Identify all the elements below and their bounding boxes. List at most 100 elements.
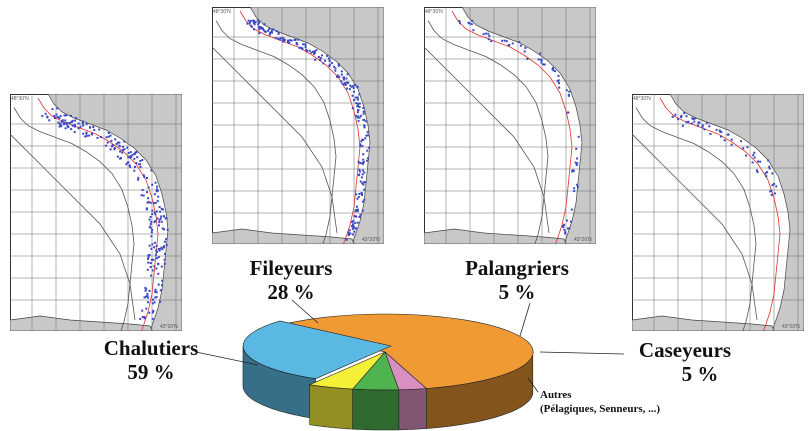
fishing-point (340, 70, 343, 73)
fishing-point (129, 151, 132, 154)
fishing-point (163, 240, 166, 243)
fishing-point (153, 193, 156, 196)
fishing-point (61, 119, 64, 122)
fishing-point (161, 227, 164, 230)
fishing-point (562, 225, 564, 228)
fishing-point (565, 89, 568, 92)
fishing-point (348, 233, 351, 236)
fishing-point (287, 41, 290, 43)
fishing-point (769, 190, 772, 193)
fishing-point (354, 114, 357, 117)
fishing-point (146, 201, 149, 204)
fishing-point (268, 28, 271, 30)
slice-name-autres: Autres (540, 389, 572, 401)
fishing-point (138, 163, 141, 166)
fishing-point (488, 34, 491, 37)
fishing-point (755, 169, 758, 172)
fishing-point (165, 243, 168, 246)
fishing-point (362, 153, 365, 156)
fishing-point (77, 122, 80, 125)
fishing-point (150, 258, 153, 261)
fishing-point (91, 132, 94, 135)
fishing-point (92, 126, 95, 129)
fishing-point (156, 185, 159, 188)
fishing-point (503, 39, 506, 42)
fishing-point (253, 28, 255, 31)
fishing-point (246, 22, 249, 25)
fishing-point (703, 128, 706, 131)
fishing-point (363, 124, 366, 127)
fishing-point (354, 96, 357, 99)
fishing-point (576, 183, 579, 186)
fishing-point (145, 208, 148, 211)
fishing-point (256, 19, 259, 22)
fishing-point (321, 54, 323, 57)
fishing-point (362, 138, 365, 141)
fishing-point (82, 124, 85, 127)
fishing-point (261, 27, 263, 30)
fishing-point (361, 145, 364, 148)
fishing-point (351, 220, 354, 223)
fishing-point (152, 309, 155, 312)
leader-autres (527, 377, 539, 393)
fishing-point (166, 228, 169, 231)
fishing-point (70, 121, 73, 124)
fishing-point (715, 128, 718, 131)
fishing-point (490, 40, 493, 43)
fishing-point (162, 215, 165, 218)
fishing-point (346, 81, 349, 84)
fishing-point (264, 30, 267, 33)
fishing-point (141, 309, 144, 312)
fishing-point (154, 181, 157, 184)
fishing-point (773, 182, 776, 185)
fishing-point (314, 51, 316, 54)
fishing-point (156, 189, 158, 191)
fishing-point (282, 40, 285, 43)
fishing-point (353, 99, 356, 101)
fishing-point (147, 256, 150, 259)
fishing-point (308, 49, 311, 52)
leader-palangriers (519, 302, 531, 337)
label-fileyeurs: Fileyeurs 28 % (236, 256, 346, 304)
fishing-point (75, 117, 78, 120)
fishing-point (315, 49, 318, 52)
fishing-point (81, 120, 84, 123)
fishing-point (158, 218, 161, 221)
fishing-point (554, 70, 556, 73)
fishing-point (337, 63, 340, 66)
slice-name-palangriers: Palangriers (465, 256, 569, 280)
land-south (424, 228, 567, 244)
fishing-point (567, 94, 570, 97)
fishing-point (563, 223, 565, 226)
fishing-point (151, 311, 154, 314)
fishing-point (149, 266, 152, 268)
fishing-point (105, 144, 108, 147)
fishing-point (156, 217, 159, 220)
fishing-point (157, 283, 160, 286)
fishing-point (344, 82, 347, 84)
fishing-point (105, 136, 108, 139)
fishing-point (364, 120, 367, 123)
fishing-point (114, 138, 117, 141)
fishing-point (302, 43, 305, 46)
fishing-point (568, 227, 571, 230)
fishing-point (356, 221, 359, 224)
fishing-point (351, 107, 354, 110)
fishing-point (150, 235, 153, 238)
fishing-point (357, 109, 360, 111)
fishing-point (523, 50, 526, 53)
fishing-point (252, 19, 255, 22)
fishing-point (159, 217, 162, 220)
fishing-point (263, 23, 266, 26)
fishing-point (567, 227, 569, 230)
fishing-point (773, 192, 776, 195)
fishing-point (362, 107, 365, 109)
fishing-point (59, 123, 62, 126)
fishing-point (680, 114, 683, 117)
fishing-point (148, 311, 151, 314)
fishing-point (157, 255, 160, 258)
fishing-point (352, 84, 355, 87)
fishing-point (144, 295, 147, 298)
fishing-point (575, 147, 578, 150)
fishing-point (768, 165, 771, 168)
